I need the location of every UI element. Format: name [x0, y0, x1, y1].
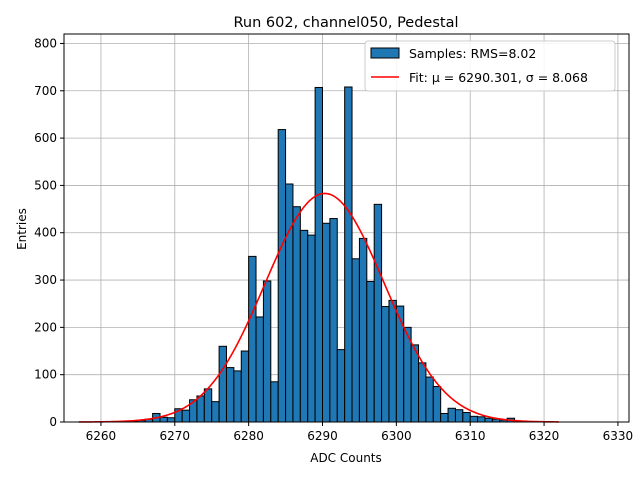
legend: Samples: RMS=8.02 Fit: μ = 6290.301, σ =… — [365, 41, 615, 91]
histogram-bar — [463, 413, 470, 422]
histogram-bar — [382, 307, 389, 422]
histogram-bar — [182, 410, 189, 422]
histogram-bar — [455, 410, 462, 422]
histogram-bar — [411, 345, 418, 422]
x-tick-label: 6320 — [529, 429, 560, 443]
histogram-bar — [485, 418, 492, 422]
y-axis-label: Entries — [15, 208, 29, 250]
x-tick-label: 6270 — [160, 429, 191, 443]
histogram-bar — [197, 396, 204, 422]
y-tick-label: 400 — [34, 226, 57, 240]
legend-label-fit: Fit: μ = 6290.301, σ = 8.068 — [409, 70, 588, 85]
y-tick-label: 600 — [34, 131, 57, 145]
histogram-bar — [271, 382, 278, 422]
chart-title: Run 602, channel050, Pedestal — [233, 15, 458, 31]
histogram-bar — [433, 387, 440, 422]
histogram-bar — [426, 377, 433, 422]
histogram-bar — [374, 204, 381, 422]
x-tick-label: 6290 — [307, 429, 338, 443]
histogram-bar — [359, 238, 366, 422]
histogram-bar — [234, 371, 241, 422]
histogram-bar — [300, 230, 307, 422]
histogram-bar — [330, 219, 337, 422]
histogram-bar — [241, 351, 248, 422]
x-tick-label: 6280 — [233, 429, 264, 443]
histogram-bar — [389, 300, 396, 422]
histogram-bar — [308, 235, 315, 422]
x-tick-label: 6330 — [603, 429, 634, 443]
histogram-bar — [212, 402, 219, 422]
histogram-bar — [315, 87, 322, 422]
legend-label-samples: Samples: RMS=8.02 — [409, 46, 536, 61]
histogram-bar — [293, 207, 300, 422]
histogram-bar — [278, 130, 285, 422]
legend-swatch-samples — [371, 48, 399, 58]
histogram-bar — [322, 223, 329, 422]
y-tick-label: 700 — [34, 84, 57, 98]
y-tick-label: 500 — [34, 178, 57, 192]
y-tick-label: 200 — [34, 320, 57, 334]
x-tick-label: 6310 — [455, 429, 486, 443]
x-tick-label: 6300 — [381, 429, 412, 443]
histogram-bar — [478, 417, 485, 422]
histogram-bar — [226, 368, 233, 422]
histogram-bar — [337, 350, 344, 422]
y-tick-label: 800 — [34, 36, 57, 50]
x-axis-label: ADC Counts — [310, 451, 382, 465]
histogram-bar — [204, 389, 211, 422]
histogram-bar — [419, 363, 426, 422]
histogram-bar — [263, 281, 270, 422]
histogram-bar — [286, 184, 293, 422]
histogram-bar — [167, 418, 174, 422]
histogram-bar — [249, 256, 256, 422]
y-tick-label: 300 — [34, 273, 57, 287]
histogram-bar — [160, 417, 167, 422]
histogram-bar — [367, 281, 374, 422]
histogram-bar — [256, 317, 263, 422]
y-tick-label: 100 — [34, 368, 57, 382]
histogram-bar — [441, 413, 448, 422]
x-tick-label: 6260 — [86, 429, 117, 443]
histogram-bar — [352, 259, 359, 422]
histogram-bar — [345, 87, 352, 422]
y-tick-label: 0 — [49, 415, 57, 429]
histogram-bar — [470, 416, 477, 422]
histogram-bar — [448, 408, 455, 422]
histogram-bar — [219, 346, 226, 422]
